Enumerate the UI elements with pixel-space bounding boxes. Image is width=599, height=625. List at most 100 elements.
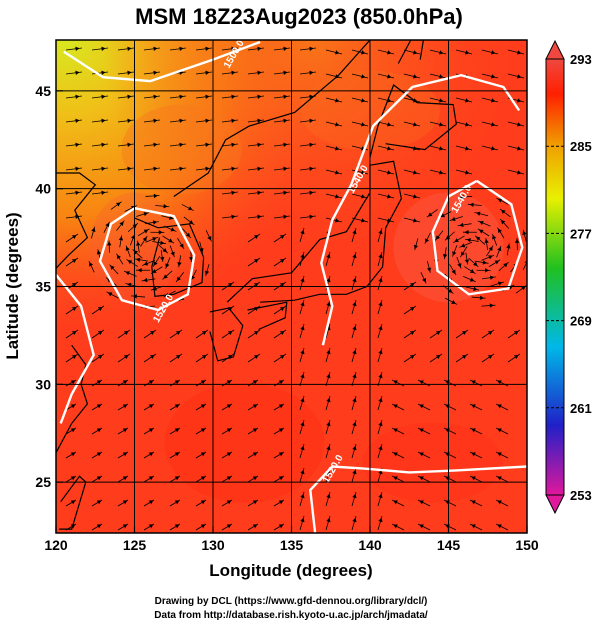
vortex-streamline xyxy=(535,253,539,265)
vortex-streamline xyxy=(468,257,479,268)
flow-streamline xyxy=(377,121,395,127)
flow-streamline xyxy=(117,118,135,123)
flow-streamline xyxy=(351,169,369,175)
flow-streamline xyxy=(169,94,187,99)
vortex-streamline xyxy=(474,235,486,245)
x-tick-label: 140 xyxy=(358,537,382,553)
vortex-streamline xyxy=(134,257,149,262)
flow-streamline xyxy=(469,451,483,459)
vortex-streamline xyxy=(458,194,473,200)
x-axis-label: Longitude (degrees) xyxy=(209,561,372,580)
flow-streamline xyxy=(325,121,343,127)
flow-streamline xyxy=(273,451,285,459)
flow-streamline xyxy=(117,166,135,171)
flow-streamline xyxy=(377,443,383,459)
vortex-streamline xyxy=(103,221,110,233)
flow-streamline xyxy=(195,94,213,99)
flow-streamline xyxy=(91,329,105,339)
flow-streamline xyxy=(247,190,265,195)
flow-streamline xyxy=(195,475,207,483)
flow-streamline xyxy=(273,46,291,51)
flow-streamline xyxy=(377,275,383,291)
vortex-streamline xyxy=(460,246,468,258)
vortex-streamline xyxy=(459,241,473,248)
colorbar-bottom-arrow xyxy=(545,494,565,515)
vortex-streamline xyxy=(169,245,175,258)
vortex-streamline xyxy=(481,303,496,308)
flow-streamline xyxy=(351,323,357,339)
flow-streamline xyxy=(455,353,469,363)
vortex-streamline xyxy=(420,272,427,284)
flow-streamline xyxy=(195,427,207,435)
flow-streamline xyxy=(247,475,259,483)
flow-streamline xyxy=(351,251,357,267)
flow-streamline xyxy=(299,46,317,51)
vortex-streamline xyxy=(150,230,165,235)
flow-streamline xyxy=(117,475,129,483)
flow-streamline xyxy=(195,353,209,363)
flow-streamline xyxy=(417,451,431,459)
vortex-streamline xyxy=(177,255,182,268)
flow-streamline xyxy=(91,190,109,195)
flow-streamline xyxy=(143,142,161,147)
flow-streamline xyxy=(481,353,495,363)
flow-streamline xyxy=(455,49,473,55)
vortex-streamline xyxy=(116,253,124,265)
flow-streamline xyxy=(169,142,187,147)
flow-streamline xyxy=(65,403,77,411)
vortex-streamline xyxy=(136,240,141,253)
flow-streamline xyxy=(325,49,343,55)
y-tick-label: 30 xyxy=(35,376,51,392)
flow-streamline xyxy=(377,347,383,363)
x-tick-label: 135 xyxy=(280,537,304,553)
flow-streamline xyxy=(117,523,129,531)
flow-streamline xyxy=(169,451,181,459)
temperature-patch xyxy=(121,104,242,195)
flow-streamline xyxy=(481,97,499,103)
flow-streamline xyxy=(495,499,509,507)
vortex-streamline xyxy=(499,208,511,218)
flow-streamline xyxy=(299,251,305,267)
flow-streamline xyxy=(351,395,357,411)
flow-streamline xyxy=(481,329,495,339)
flow-streamline xyxy=(247,451,259,459)
temperature-patch xyxy=(164,383,325,504)
flow-streamline xyxy=(221,451,233,459)
vortex-streamline xyxy=(444,297,458,305)
flow-streamline xyxy=(351,227,357,243)
colorbar-tick-label: 277 xyxy=(570,226,592,241)
flow-streamline xyxy=(299,118,317,123)
vortex-streamline xyxy=(474,211,489,217)
vortex-streamline xyxy=(145,193,160,199)
flow-streamline xyxy=(417,403,431,411)
flow-streamline xyxy=(247,329,261,339)
x-tick-label: 120 xyxy=(44,537,68,553)
flow-streamline xyxy=(351,347,357,363)
flow-streamline xyxy=(91,427,103,435)
flow-streamline xyxy=(169,403,181,411)
vortex-streamline xyxy=(496,197,509,205)
flow-streamline xyxy=(117,499,129,507)
flow-streamline xyxy=(299,299,305,315)
flow-streamline xyxy=(325,515,331,531)
flow-streamline xyxy=(299,70,317,75)
vortex-streamline xyxy=(88,261,95,273)
flow-streamline xyxy=(247,94,265,99)
vortex-streamline xyxy=(467,202,482,207)
flow-streamline xyxy=(481,73,499,79)
flow-streamline xyxy=(299,347,305,363)
flow-streamline xyxy=(117,329,131,339)
flow-streamline xyxy=(65,379,77,387)
flow-streamline xyxy=(377,169,395,175)
flow-streamline xyxy=(247,46,265,51)
vortex-streamline xyxy=(456,256,462,269)
vortex-streamline xyxy=(91,226,96,239)
vortex-streamline xyxy=(155,204,170,209)
vortex-streamline xyxy=(204,264,210,276)
flow-streamline xyxy=(469,427,483,435)
flow-streamline xyxy=(169,523,181,531)
flow-streamline xyxy=(65,233,79,243)
vortex-streamline xyxy=(522,229,527,242)
vortex-streamline xyxy=(464,237,479,243)
coastline xyxy=(397,40,425,64)
